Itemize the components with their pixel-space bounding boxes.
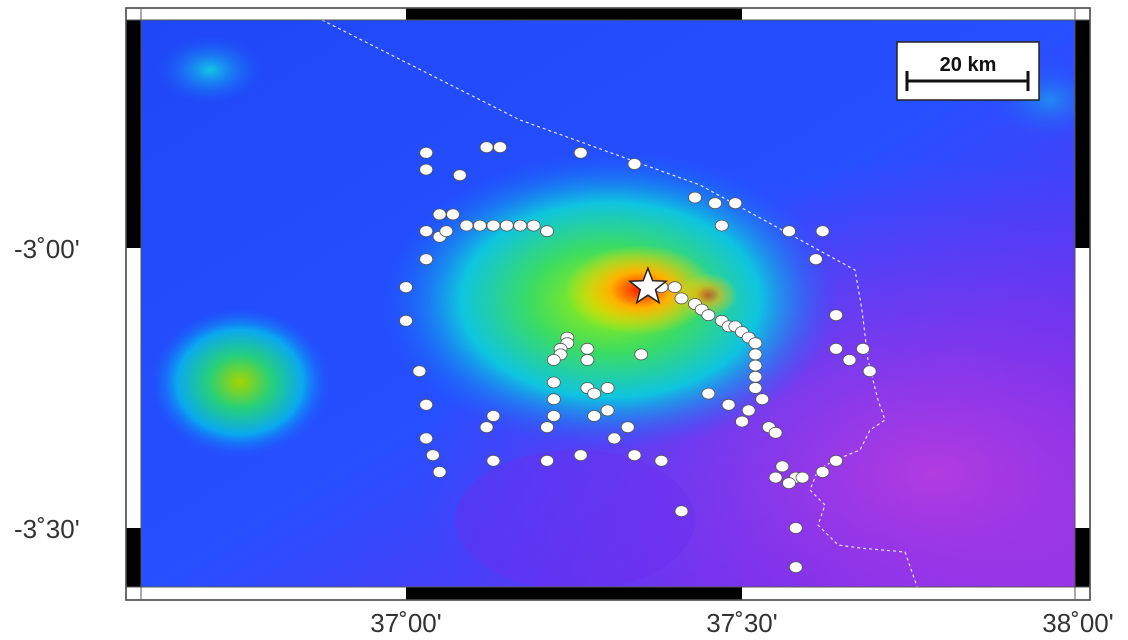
station-marker (748, 348, 763, 361)
lon-label-37-00: 37˚00' (370, 608, 441, 638)
station-marker (546, 393, 561, 406)
station-marker (425, 449, 440, 462)
station-marker (748, 359, 763, 372)
station-marker (419, 225, 434, 238)
station-marker (674, 292, 689, 305)
station-marker (540, 454, 554, 467)
station-marker (688, 191, 702, 204)
station-marker (452, 169, 467, 182)
station-marker (546, 410, 561, 422)
station-marker (587, 387, 602, 400)
station-marker (856, 342, 870, 355)
station-marker (446, 208, 460, 221)
station-marker (493, 141, 508, 154)
lon-label-38-00: 38˚00' (1042, 608, 1113, 638)
station-marker (708, 197, 722, 210)
station-marker (829, 342, 843, 355)
station-marker (419, 398, 434, 411)
station-marker (795, 471, 810, 484)
station-marker (587, 410, 602, 422)
station-marker (419, 163, 434, 176)
station-marker (540, 421, 554, 434)
station-marker (829, 309, 843, 322)
station-marker (399, 314, 413, 327)
station-marker (782, 225, 796, 238)
station-marker (674, 505, 689, 518)
station-marker (546, 354, 561, 366)
station-marker (432, 466, 447, 478)
station-marker (419, 432, 434, 445)
station-marker (862, 365, 877, 378)
station-marker (600, 404, 615, 417)
lat-label-3-30: -3˚30' (14, 514, 80, 544)
station-marker (499, 219, 514, 232)
station-marker (748, 370, 763, 383)
station-marker (842, 354, 857, 366)
station-marker (479, 421, 494, 434)
frame-ticks (125, 7, 1091, 601)
epicenter-star-icon (627, 266, 669, 305)
station-marker (607, 432, 622, 445)
station-marker (627, 158, 642, 170)
station-marker (815, 225, 830, 238)
scale-bar-label: 20 km (940, 54, 997, 76)
station-marker (439, 225, 454, 238)
station-marker (432, 208, 447, 221)
station-marker (580, 354, 595, 366)
station-marker (479, 141, 494, 154)
station-marker (809, 253, 823, 266)
station-marker (701, 309, 716, 322)
station-marker (755, 393, 770, 406)
station-marker (714, 219, 729, 232)
station-marker (741, 404, 756, 417)
station-marker (748, 337, 763, 350)
station-marker (627, 449, 642, 462)
station-marker (775, 460, 790, 473)
station-markers (399, 141, 877, 574)
station-marker (667, 281, 682, 294)
station-marker (419, 253, 434, 266)
station-marker (829, 454, 843, 467)
country-border (321, 20, 918, 587)
station-marker (768, 471, 783, 484)
station-marker (735, 415, 749, 428)
station-marker (573, 449, 588, 462)
station-marker (788, 522, 803, 534)
lon-label-37-30: 37˚30' (706, 608, 777, 638)
station-marker (634, 348, 649, 361)
station-marker (486, 410, 501, 422)
station-marker (526, 219, 541, 232)
station-marker (546, 376, 561, 389)
station-marker (580, 342, 595, 355)
station-marker (721, 398, 736, 411)
station-marker (459, 219, 474, 232)
station-marker (620, 421, 635, 434)
station-marker (654, 454, 669, 467)
station-marker (728, 197, 743, 210)
station-marker (540, 225, 554, 238)
station-marker (399, 281, 413, 294)
station-marker (701, 387, 716, 400)
station-marker (513, 219, 528, 232)
station-marker (768, 426, 783, 439)
station-marker (748, 382, 763, 394)
station-marker (472, 219, 487, 232)
station-marker (815, 466, 830, 478)
station-marker (788, 561, 803, 574)
station-marker (419, 146, 434, 159)
relief-layer (141, 20, 1075, 587)
station-marker (412, 365, 427, 378)
lat-label-3-00: -3˚00' (14, 234, 80, 264)
scale-bar: 20 km (896, 41, 1040, 101)
station-marker (486, 454, 501, 467)
station-marker (600, 382, 615, 394)
station-marker (573, 146, 588, 159)
station-marker (486, 219, 501, 232)
station-marker (782, 477, 796, 490)
